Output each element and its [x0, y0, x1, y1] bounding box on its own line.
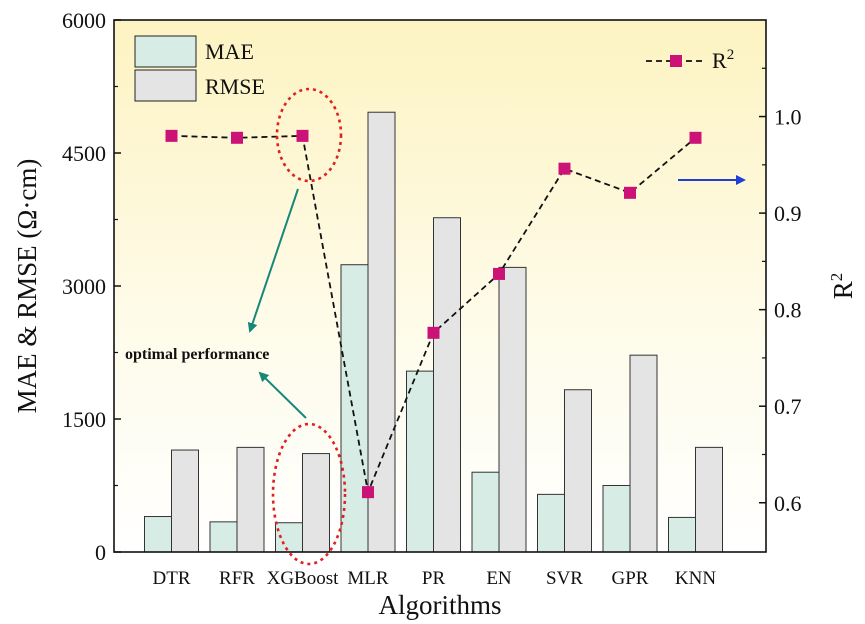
- x-tick-label-xgboost: XGBoost: [267, 568, 340, 589]
- r2-point-rfr: [231, 131, 243, 144]
- bar-mae-knn: [668, 516, 696, 553]
- legend-label-r2: R2: [712, 47, 734, 73]
- bar-rmse-gpr: [629, 354, 658, 553]
- y-tick-label-0: 0: [95, 540, 106, 565]
- y-tick-label-1500: 1500: [62, 407, 106, 432]
- x-tick-label-svr: SVR: [546, 568, 583, 589]
- legend-marker-r2: [670, 55, 682, 67]
- bar-rmse-en: [498, 266, 527, 553]
- legend-swatch-mae: [134, 35, 197, 68]
- x-tick-label-pr: PR: [422, 568, 446, 589]
- annotation-optimal-performance: optimal performance: [125, 346, 269, 363]
- x-tick-label-rfr: RFR: [219, 568, 255, 589]
- y2-tick-label-0.6: 0.6: [774, 491, 802, 516]
- bar-mae-pr: [406, 370, 434, 553]
- legend: MAE RMSE R2: [134, 35, 734, 102]
- y-tick-label-6000: 6000: [62, 8, 106, 33]
- legend-label-rmse: RMSE: [205, 74, 265, 99]
- r2-point-mlr: [362, 486, 374, 499]
- r2-point-svr: [558, 162, 571, 175]
- highlight-ellipse-r2: [275, 87, 343, 183]
- bar-rmse-knn: [695, 446, 723, 553]
- r2-point-gpr: [624, 186, 636, 199]
- arrow-teal-up: [258, 371, 307, 419]
- y-tick-label-4500: 4500: [62, 141, 106, 166]
- legend-swatch-rmse: [134, 69, 197, 102]
- y2-tick-label-0.8: 0.8: [774, 298, 802, 323]
- x-tick-label-knn: KNN: [675, 568, 716, 589]
- bar-rmse-svr: [564, 389, 592, 553]
- highlight-ellipse-bars: [271, 422, 347, 566]
- bar-rmse-xgboost: [302, 453, 330, 553]
- x-tick-label-en: EN: [486, 568, 512, 589]
- bar-mae-rfr: [209, 521, 238, 553]
- bar-mae-en: [471, 471, 500, 553]
- y2-tick-label-0.7: 0.7: [774, 394, 802, 419]
- bar-mae-gpr: [602, 485, 631, 553]
- y-tick-label-3000: 3000: [62, 274, 106, 299]
- bar-mae-mlr: [340, 264, 369, 553]
- x-tick-label-mlr: MLR: [347, 568, 389, 589]
- bar-rmse-pr: [433, 217, 461, 553]
- arrow-teal-down: [247, 188, 299, 333]
- y-axis-label: MAE & RMSE (Ω·cm): [12, 159, 42, 414]
- bar-rmse-dtr: [171, 449, 199, 553]
- plot-frame: [113, 19, 767, 553]
- y2-axis-label: R2: [827, 273, 858, 300]
- r2-point-knn: [689, 131, 702, 144]
- x-tick-label-gpr: GPR: [612, 568, 649, 589]
- r2-point-xgboost: [296, 129, 309, 142]
- y2-tick-label-0.9: 0.9: [774, 201, 802, 226]
- y2-tick-label-1.0: 1.0: [774, 105, 802, 130]
- bar-rmse-mlr: [367, 111, 396, 553]
- x-tick-label-dtr: DTR: [153, 568, 191, 589]
- bar-rmse-rfr: [236, 446, 265, 553]
- bar-mae-svr: [537, 493, 565, 553]
- r2-point-dtr: [165, 129, 178, 142]
- x-axis-label: Algorithms: [378, 590, 501, 620]
- r2-point-pr: [427, 326, 440, 339]
- bar-mae-dtr: [144, 516, 172, 553]
- legend-label-mae: MAE: [205, 39, 254, 64]
- r2-point-en: [493, 267, 505, 280]
